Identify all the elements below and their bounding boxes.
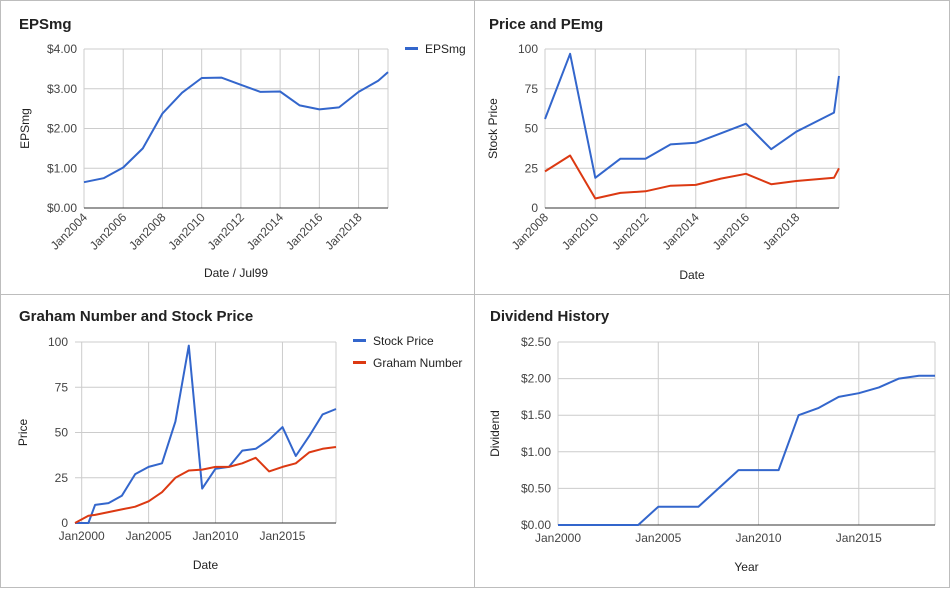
legend-swatch-graham-number	[353, 361, 366, 364]
y-tick-label: 50	[525, 122, 539, 136]
x-axis-label: Date	[679, 268, 705, 282]
y-tick-label: $0.50	[521, 481, 551, 495]
x-tick-label: Jan2010	[193, 529, 239, 543]
y-tick-label: $1.00	[521, 445, 551, 459]
price-pe-chart-panel: Price and PEmg 0 25 50 75 100 Jan2008 Jan2010 Ja…	[474, 0, 950, 296]
y-axis-label: Stock Price	[486, 98, 500, 159]
x-tick-label: Jan2005	[635, 531, 681, 545]
chart-title: Dividend History	[490, 308, 610, 325]
x-tick-label: Jan2005	[126, 529, 172, 543]
x-tick-label: Jan2015	[836, 531, 882, 545]
legend-swatch-epsmg	[405, 47, 418, 50]
x-tick-label: Jan2010	[559, 210, 602, 253]
y-tick-label: $0.00	[47, 201, 77, 215]
y-tick-label: 75	[525, 82, 539, 96]
y-tick-label: 25	[525, 161, 539, 175]
x-axis-label: Year	[734, 560, 758, 574]
x-tick-label: Jan2016	[710, 210, 753, 253]
y-tick-label: 100	[48, 335, 68, 349]
dividend-chart-panel: Dividend History $0.00 $0.50 $1.00 $1.50 $2.0…	[474, 294, 950, 588]
y-tick-label: 0	[531, 201, 538, 215]
series-line-pemg	[544, 154, 840, 200]
y-tick-label: $2.00	[521, 372, 551, 386]
y-tick-label: 25	[55, 471, 69, 485]
x-axis-label: Date / Jul99	[204, 266, 268, 280]
y-axis-label: EPSmg	[18, 108, 32, 149]
y-tick-label: $1.50	[521, 408, 551, 422]
x-tick-label: Jan2008	[126, 210, 169, 253]
chart-title: Graham Number and Stock Price	[19, 308, 253, 325]
chart-title: EPSmg	[19, 16, 72, 33]
x-tick-label: Jan2016	[283, 210, 326, 253]
y-tick-label: 50	[55, 426, 69, 440]
x-tick-label: Jan2000	[59, 529, 105, 543]
y-tick-label: $1.00	[47, 161, 77, 175]
x-tick-label: Jan2010	[736, 531, 782, 545]
series-line-epsmg	[83, 71, 389, 184]
x-tick-label: Jan2012	[205, 210, 248, 253]
x-tick-label: Jan2018	[322, 210, 365, 253]
y-tick-label: $0.00	[521, 518, 551, 532]
y-tick-label: $3.00	[47, 82, 77, 96]
eps-chart: EPSmg$0.00$1.00$2.00$3.00$4.00Jan2004Jan…	[18, 16, 466, 280]
y-tick-label: $4.00	[47, 42, 77, 56]
x-tick-label: Jan2012	[609, 210, 652, 253]
series-line-graham-number	[74, 446, 337, 524]
legend-swatch-stock-price	[353, 339, 366, 342]
x-tick-label: Jan2015	[259, 529, 305, 543]
series-line-stock-price	[75, 344, 337, 524]
x-tick-label: Jan2014	[659, 210, 702, 253]
x-tick-label: Jan2018	[760, 210, 803, 253]
y-axis-label: Dividend	[488, 410, 502, 457]
eps-chart-panel: EPSmg $0.00 $1.00 $2.00 $3.00 $4.00 Jan2004 Jan…	[0, 0, 476, 296]
x-tick-label: Jan2010	[165, 210, 208, 253]
legend-label-stock-price: Stock Price	[373, 334, 434, 348]
x-tick-label: Jan2004	[48, 210, 91, 253]
x-tick-label: Jan2006	[87, 210, 130, 253]
graham-chart-panel: Graham Number and Stock Price 0 25 50 75 100 J…	[0, 294, 476, 588]
legend-label-epsmg: EPSmg	[425, 42, 466, 56]
y-tick-label: 0	[61, 516, 68, 530]
x-tick-label: Jan2014	[244, 210, 287, 253]
graham-chart: Graham Number and Stock Price 0 25 50 75 100 J…	[16, 308, 462, 572]
legend-label-graham-number: Graham Number	[373, 356, 462, 370]
y-tick-label: $2.50	[521, 335, 551, 349]
y-tick-label: $2.00	[47, 122, 77, 136]
x-axis-label: Date	[193, 558, 219, 572]
y-tick-label: 100	[518, 42, 538, 56]
series-line-dividend	[558, 374, 935, 526]
y-axis-label: Price	[16, 419, 30, 447]
dividend-chart: Dividend History $0.00 $0.50 $1.00 $1.50 $2.0…	[488, 308, 936, 574]
y-tick-label: 75	[55, 380, 69, 394]
chart-title: Price and PEmg	[489, 16, 603, 33]
x-tick-label: Jan2000	[535, 531, 581, 545]
x-tick-label: Jan2008	[509, 210, 552, 253]
series-line-stock-price	[544, 52, 840, 179]
